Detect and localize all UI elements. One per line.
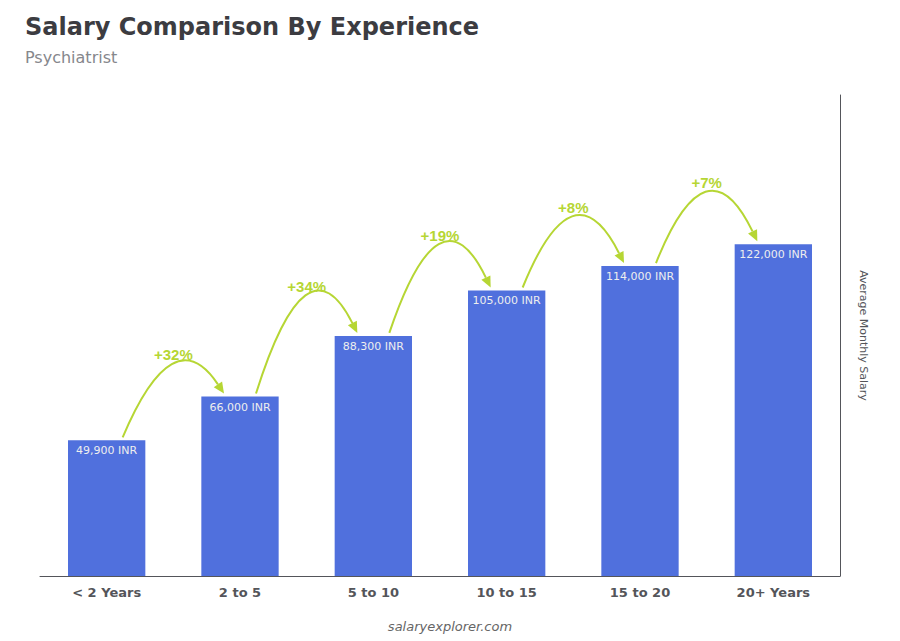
- svg-text:+32%: +32%: [154, 346, 193, 363]
- svg-text:+8%: +8%: [558, 199, 588, 216]
- svg-text:15 to 20: 15 to 20: [610, 585, 670, 600]
- svg-text:114,000 INR: 114,000 INR: [606, 270, 674, 283]
- svg-text:5 to 10: 5 to 10: [348, 585, 399, 600]
- svg-text:Psychiatrist: Psychiatrist: [25, 48, 117, 67]
- svg-text:20+ Years: 20+ Years: [737, 585, 811, 600]
- svg-text:salaryexplorer.com: salaryexplorer.com: [388, 619, 512, 634]
- svg-text:88,300 INR: 88,300 INR: [343, 340, 404, 353]
- svg-text:+19%: +19%: [421, 227, 460, 244]
- svg-text:< 2 Years: < 2 Years: [72, 585, 141, 600]
- svg-text:Average Monthly Salary: Average Monthly Salary: [857, 270, 870, 401]
- svg-text:66,000 INR: 66,000 INR: [209, 401, 270, 414]
- svg-text:2 to 5: 2 to 5: [219, 585, 261, 600]
- svg-text:105,000 INR: 105,000 INR: [473, 294, 541, 307]
- svg-text:122,000 INR: 122,000 INR: [739, 248, 807, 261]
- svg-text:10 to 15: 10 to 15: [476, 585, 536, 600]
- svg-text:Salary Comparison By Experienc: Salary Comparison By Experience: [25, 13, 479, 41]
- svg-text:49,900 INR: 49,900 INR: [76, 444, 137, 457]
- svg-text:+34%: +34%: [287, 278, 326, 295]
- svg-text:+7%: +7%: [691, 174, 721, 191]
